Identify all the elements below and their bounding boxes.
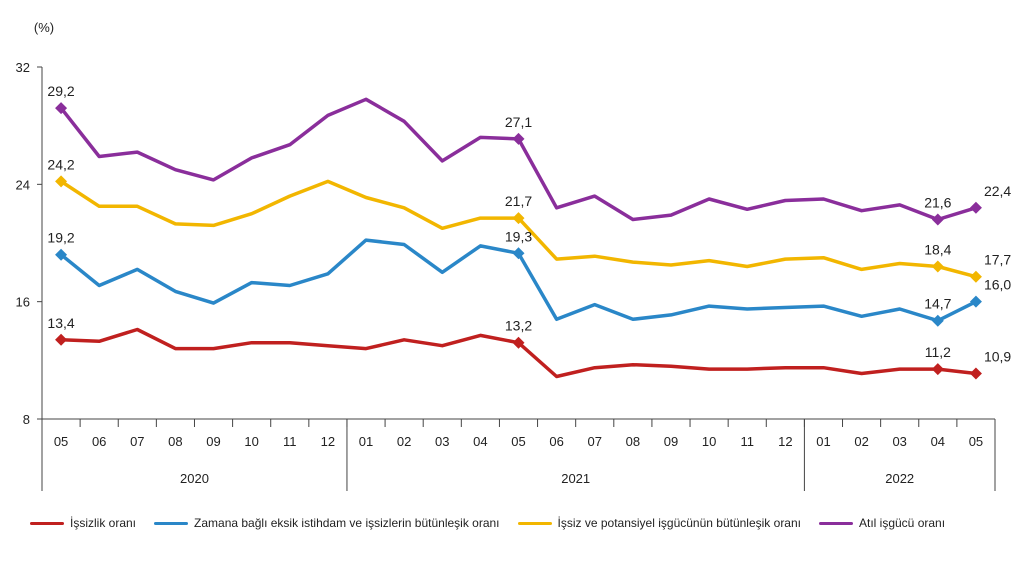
data-point-marker <box>931 363 944 376</box>
data-point-marker <box>512 212 525 225</box>
data-label: 21,6 <box>924 195 951 211</box>
line-chart: (%) 8 16 24 32 05 06 07 08 09 10 11 12 01 02 03 04 05 06 07… <box>16 20 1011 491</box>
x-tick-label: 06 <box>549 434 563 449</box>
data-point-marker <box>969 270 982 283</box>
legend-swatch <box>517 521 552 525</box>
x-tick-label: 04 <box>473 434 487 449</box>
data-point-marker <box>512 336 525 349</box>
legend-item: İşsizlik oranı <box>30 516 136 530</box>
data-label: 21,7 <box>505 193 532 209</box>
legend-label: İşsiz ve potansiyel işgücünün bütünleşik… <box>557 516 801 530</box>
series-line-0 <box>59 327 978 379</box>
x-tick-label: 07 <box>130 434 144 449</box>
legend-item: Zamana bağlı eksik istihdam ve işsizleri… <box>154 516 500 530</box>
data-point-marker <box>512 132 525 145</box>
data-label: 29,2 <box>47 83 74 99</box>
y-tick-label: 24 <box>16 177 30 192</box>
legend-label: Atıl işgücü oranı <box>859 516 946 530</box>
x-tick-label: 07 <box>588 434 602 449</box>
x-tick-label: 09 <box>664 434 678 449</box>
x-tick-label: 12 <box>321 434 335 449</box>
x-tick-label: 01 <box>359 434 373 449</box>
y-tick-label: 8 <box>23 412 30 427</box>
data-point-marker <box>969 201 982 214</box>
x-tick-label: 08 <box>626 434 640 449</box>
x-tick-label: 03 <box>435 434 449 449</box>
data-label: 18,4 <box>924 241 951 257</box>
legend-swatch <box>819 521 853 525</box>
legend-item: Atıl işgücü oranı <box>819 516 945 530</box>
data-point-marker <box>55 248 68 261</box>
data-point-marker <box>969 367 982 380</box>
x-tick-label: 02 <box>854 434 868 449</box>
data-point-marker <box>55 102 68 115</box>
data-label: 13,4 <box>47 315 74 331</box>
x-tick-label: 10 <box>702 434 716 449</box>
x-tick-label: 04 <box>931 434 945 449</box>
x-tick-label: 06 <box>92 434 106 449</box>
year-label: 2022 <box>885 471 914 486</box>
data-label: 13,2 <box>505 318 532 334</box>
y-tick-label: 16 <box>16 295 30 310</box>
data-point-marker <box>55 175 68 188</box>
legend-label: İşsizlik oranı <box>70 516 137 530</box>
y-axis-unit-label: (%) <box>34 20 54 35</box>
x-tick-label: 09 <box>206 434 220 449</box>
year-label: 2020 <box>180 471 209 486</box>
chart-legend: İşsizlik oranı Zamana bağlı eksik istihda… <box>30 516 1020 530</box>
data-label: 19,2 <box>47 230 74 246</box>
data-label: 16,0 <box>984 277 1011 293</box>
legend-swatch <box>30 521 64 525</box>
x-tick-label: 01 <box>816 434 830 449</box>
data-point-marker <box>931 314 944 327</box>
data-label: 14,7 <box>924 296 951 312</box>
data-point-marker <box>512 247 525 260</box>
y-tick-label: 32 <box>16 60 30 75</box>
data-label: 27,1 <box>505 114 532 130</box>
x-tick-label: 02 <box>397 434 411 449</box>
x-tick-label: 08 <box>168 434 182 449</box>
x-tick-label: 05 <box>969 434 983 449</box>
x-tick-label: 05 <box>54 434 68 449</box>
x-tick-label: 10 <box>244 434 258 449</box>
data-label: 24,2 <box>47 156 74 172</box>
legend-label: Zamana bağlı eksik istihdam ve işsizleri… <box>194 516 500 530</box>
data-point-marker <box>55 333 68 346</box>
legend-item: İşsiz ve potansiyel işgücünün bütünleşik… <box>517 516 801 530</box>
data-point-marker <box>931 213 944 226</box>
data-point-marker <box>969 295 982 308</box>
year-label: 2021 <box>561 471 590 486</box>
x-tick-label: 03 <box>892 434 906 449</box>
data-label: 10,9 <box>984 349 1011 365</box>
x-tick-label: 12 <box>778 434 792 449</box>
x-tick-label: 05 <box>511 434 525 449</box>
x-tick-label: 11 <box>740 434 754 449</box>
data-label: 22,4 <box>984 183 1011 199</box>
data-label: 17,7 <box>984 252 1011 268</box>
data-label: 19,3 <box>505 228 532 244</box>
data-point-marker <box>931 260 944 273</box>
data-label: 11,2 <box>925 344 951 360</box>
x-tick-label: 11 <box>283 434 297 449</box>
legend-swatch <box>154 521 189 525</box>
